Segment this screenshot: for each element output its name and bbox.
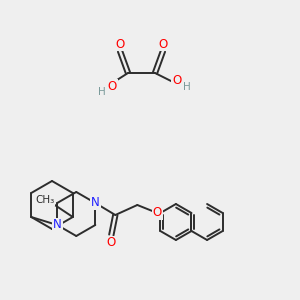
Text: N: N (91, 196, 100, 209)
Text: H: H (183, 82, 191, 92)
Text: O: O (116, 38, 124, 50)
Text: O: O (107, 80, 117, 92)
Text: N: N (53, 218, 62, 232)
Text: O: O (158, 38, 168, 50)
Text: O: O (172, 74, 182, 86)
Text: O: O (153, 206, 162, 220)
Text: O: O (107, 236, 116, 250)
Text: CH₃: CH₃ (35, 195, 54, 205)
Text: H: H (98, 87, 106, 97)
Text: N: N (53, 218, 62, 232)
